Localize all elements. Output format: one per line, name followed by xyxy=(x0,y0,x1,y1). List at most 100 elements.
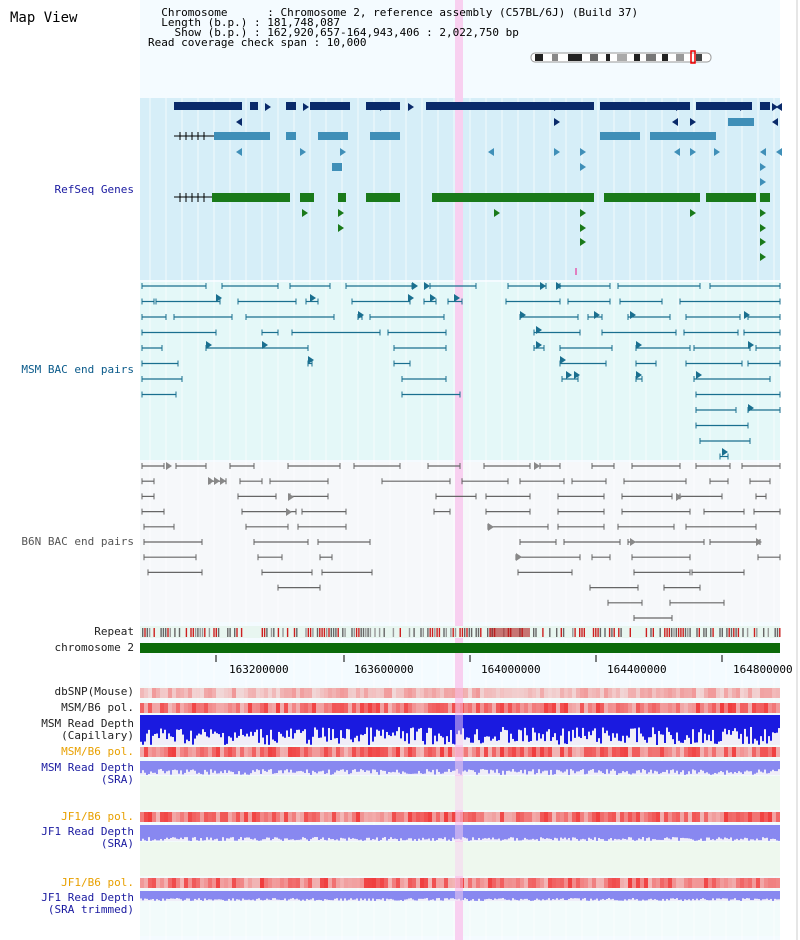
depth-bar xyxy=(324,891,326,900)
track-label-msm-read-depth-sra[interactable]: MSM Read Depth (SRA) xyxy=(4,762,134,786)
depth-bar xyxy=(164,825,166,840)
depth-bar xyxy=(688,715,690,738)
track-label-jf1-read-depth-sra[interactable]: JF1 Read Depth (SRA) xyxy=(4,826,134,850)
depth-bar xyxy=(698,715,700,733)
heat-cell xyxy=(204,703,208,713)
depth-bar xyxy=(310,761,312,775)
track-label-chromosome[interactable]: chromosome 2 xyxy=(54,641,134,654)
heat-cell xyxy=(624,812,628,822)
repeat-element xyxy=(270,628,273,637)
depth-bar xyxy=(332,715,334,730)
gene-exon xyxy=(600,102,690,110)
heat-cell xyxy=(332,812,336,822)
gene-arrow xyxy=(454,294,460,302)
depth-bar xyxy=(662,891,664,899)
depth-bar xyxy=(452,761,454,771)
depth-bar xyxy=(350,891,352,899)
track-label-msm-bac[interactable]: MSM BAC end pairs xyxy=(21,363,134,376)
heat-cell xyxy=(148,878,152,888)
axis-tick-label: 164800000 xyxy=(733,663,793,676)
depth-bar xyxy=(304,715,306,730)
track-label-refseq[interactable]: RefSeq Genes xyxy=(54,183,134,196)
ideogram-band xyxy=(535,54,543,61)
heat-cell xyxy=(568,812,572,822)
depth-bar xyxy=(572,761,574,771)
repeat-element xyxy=(604,628,606,637)
depth-bar xyxy=(740,825,742,839)
depth-bar xyxy=(776,825,778,841)
depth-bar xyxy=(738,715,740,739)
track-label-jf1-read-depth-trimmed[interactable]: JF1 Read Depth (SRA trimmed) xyxy=(4,892,134,916)
depth-bar xyxy=(714,761,716,773)
depth-bar xyxy=(358,715,360,742)
depth-bar xyxy=(244,761,246,773)
track-label-repeat[interactable]: Repeat xyxy=(94,625,134,638)
depth-bar xyxy=(212,715,214,734)
track-label-msm-read-depth-capillary[interactable]: MSM Read Depth (Capillary) xyxy=(4,718,134,742)
depth-bar xyxy=(630,825,632,838)
depth-bar xyxy=(480,891,482,901)
gene-arrow xyxy=(302,209,308,217)
heat-cell xyxy=(608,688,612,698)
track-label-msm-b6-pol[interactable]: MSM/B6 pol. xyxy=(61,701,134,714)
track-label-dbsnp[interactable]: dbSNP(Mouse) xyxy=(54,685,134,698)
heat-cell xyxy=(728,812,732,822)
depth-bar xyxy=(648,715,650,738)
heat-cell xyxy=(740,878,744,888)
heat-cell xyxy=(524,747,528,757)
depth-bar xyxy=(598,761,600,771)
depth-bar xyxy=(180,715,182,730)
heat-cell xyxy=(688,703,692,713)
heat-cell xyxy=(204,812,208,822)
track-label-b6n-bac[interactable]: B6N BAC end pairs xyxy=(21,535,134,548)
heat-cell xyxy=(232,878,236,888)
depth-bar xyxy=(566,715,568,745)
heat-cell xyxy=(768,812,772,822)
depth-bar xyxy=(604,715,606,734)
heat-cell xyxy=(628,878,632,888)
heat-cell xyxy=(144,703,148,713)
depth-bar xyxy=(148,761,150,774)
gene-exon xyxy=(338,193,346,202)
depth-bar xyxy=(140,891,142,899)
depth-bar xyxy=(558,761,560,771)
depth-bar xyxy=(144,891,146,899)
depth-bar xyxy=(148,715,150,730)
heat-cell xyxy=(176,688,180,698)
heat-cell xyxy=(296,747,300,757)
depth-bar xyxy=(324,715,326,737)
heat-cell xyxy=(692,812,696,822)
heat-cell xyxy=(756,688,760,698)
heat-cell xyxy=(316,703,320,713)
depth-bar xyxy=(468,825,470,841)
depth-bar xyxy=(258,825,260,841)
depth-bar xyxy=(628,825,630,838)
depth-bar xyxy=(672,715,674,740)
depth-bar xyxy=(586,715,588,740)
track-label-jf1-b6-pol-2[interactable]: JF1/B6 pol. xyxy=(61,876,134,889)
heat-cell xyxy=(712,703,716,713)
depth-bar xyxy=(356,891,358,899)
heat-cell xyxy=(188,703,192,713)
depth-bar xyxy=(758,761,760,770)
depth-bar xyxy=(238,825,240,840)
depth-bar xyxy=(344,761,346,772)
heat-cell xyxy=(752,703,756,713)
heat-cell xyxy=(248,812,252,822)
depth-bar xyxy=(668,761,670,774)
depth-bar xyxy=(638,891,640,901)
depth-bar xyxy=(632,761,634,774)
heat-cell xyxy=(452,812,456,822)
depth-bar xyxy=(222,891,224,900)
repeat-element xyxy=(464,628,466,637)
label-line: JF1 Read Depth xyxy=(41,825,134,838)
depth-bar xyxy=(684,715,686,740)
heat-cell xyxy=(680,688,684,698)
gene-arrow xyxy=(516,553,522,561)
track-label-msm-b6-pol-2[interactable]: MSM/B6 pol. xyxy=(61,745,134,758)
depth-bar xyxy=(228,825,230,839)
depth-bar xyxy=(342,761,344,770)
track-label-jf1-b6-pol[interactable]: JF1/B6 pol. xyxy=(61,810,134,823)
heat-cell xyxy=(152,688,156,698)
